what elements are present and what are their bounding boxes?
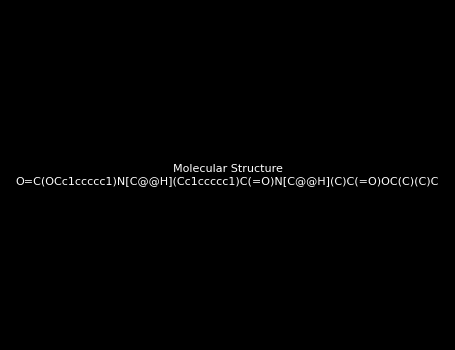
Text: Molecular Structure
O=C(OCc1ccccc1)N[C@@H](Cc1ccccc1)C(=O)N[C@@H](C)C(=O)OC(C)(C: Molecular Structure O=C(OCc1ccccc1)N[C@@… — [16, 164, 439, 186]
